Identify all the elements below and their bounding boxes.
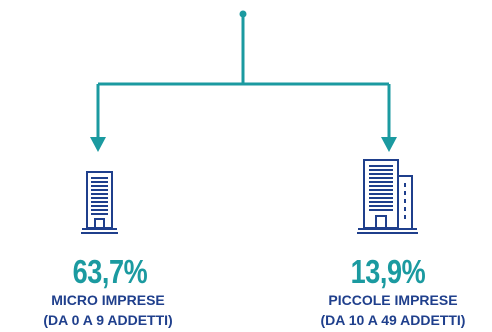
piccole-imprese-percent: 13,9% xyxy=(350,253,426,290)
connector-tree xyxy=(96,10,391,140)
micro-imprese-percent: 63,7% xyxy=(72,253,148,290)
piccole-imprese-label: PICCOLE IMPRESE xyxy=(328,292,458,308)
left-arrow-head xyxy=(90,137,106,152)
piccole-imprese-range: (DA 10 A 49 ADDETTI) xyxy=(320,312,466,328)
single-building-icon xyxy=(81,171,118,234)
right-arrow-head xyxy=(381,137,397,152)
micro-imprese-range: (DA 0 A 9 ADDETTI) xyxy=(43,312,173,328)
micro-imprese-label: MICRO IMPRESE xyxy=(51,292,165,308)
double-building-icon xyxy=(357,159,418,234)
